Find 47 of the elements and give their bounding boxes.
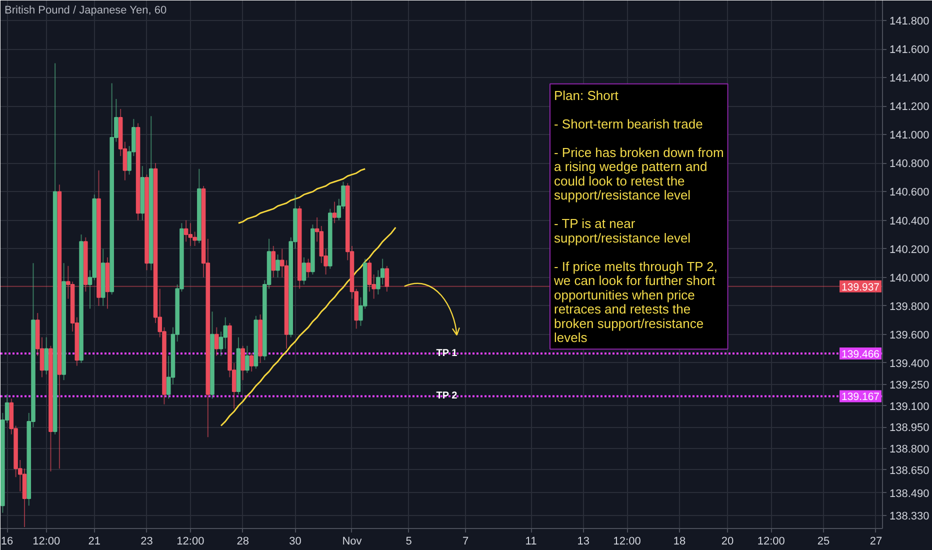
- y-tick-label: 141.200: [890, 101, 930, 114]
- x-tick-label: 16: [0, 536, 14, 548]
- x-tick-label: 13: [577, 536, 590, 548]
- y-tick-label: 140.800: [890, 158, 930, 170]
- y-tick-label: 140.000: [890, 272, 930, 284]
- x-tick-label: 5: [406, 536, 412, 548]
- x-tick-label: 12:00: [176, 536, 204, 548]
- chart-title: British Pound / Japanese Yen, 60: [4, 4, 167, 16]
- x-tick-label: 18: [673, 536, 686, 548]
- y-tick-label: 141.000: [890, 130, 930, 142]
- ref-line-label: TP 2: [436, 390, 458, 402]
- x-tick-label: 23: [140, 536, 153, 548]
- x-tick-label: 21: [88, 536, 101, 548]
- y-tick-label: 138.490: [890, 488, 930, 500]
- x-tick-label: 12:00: [613, 536, 641, 548]
- y-tick-label: 139.600: [890, 329, 930, 342]
- y-tick-label: 139.400: [890, 358, 930, 370]
- x-tick-label: 27: [870, 536, 882, 548]
- y-tick-label: 141.600: [890, 44, 930, 56]
- x-tick-label: 12:00: [757, 536, 785, 548]
- x-tick-label: 12:00: [32, 536, 60, 548]
- y-tick-label: 138.650: [890, 464, 930, 477]
- line-series: [220, 226, 396, 427]
- line-series: [238, 168, 366, 224]
- y-tick-label: 139.100: [890, 400, 930, 413]
- x-tick-label: 7: [462, 536, 469, 548]
- y-tick-label: 138.330: [890, 510, 930, 523]
- text: Plan: Short - Short-term bearish trade - Price has broken down from a rising wedge pattern and could look to retest the support/resistance level - TP is at near support/resistance level - If price melts through TP 2, we can look for further short opportunities when price retraces and retests the broken support/resistance levels: [554, 88, 724, 346]
- annotation: 139.466: [842, 348, 880, 361]
- x-tick-label: 28: [236, 536, 249, 548]
- annotation: 139.937: [842, 281, 880, 294]
- y-tick-label: 141.800: [890, 15, 930, 28]
- x-tick-label: 25: [817, 536, 830, 548]
- y-tick-label: 138.800: [890, 444, 930, 456]
- y-tick-label: 139.250: [890, 379, 930, 392]
- x-tick-label: 11: [525, 536, 537, 548]
- y-tick-label: 138.950: [890, 422, 930, 434]
- annotation: 139.167: [842, 391, 880, 404]
- x-tick-label: Nov: [342, 536, 362, 548]
- y-tick-label: 140.400: [890, 215, 930, 228]
- y-tick-label: 139.800: [890, 300, 930, 313]
- x-tick-label: 30: [289, 536, 302, 548]
- y-tick-label: 140.600: [890, 186, 930, 199]
- ref-line-label: TP 1: [436, 348, 458, 360]
- y-tick-label: 140.200: [890, 244, 930, 256]
- x-tick-label: 20: [721, 536, 734, 548]
- y-tick-label: 141.400: [890, 72, 930, 85]
